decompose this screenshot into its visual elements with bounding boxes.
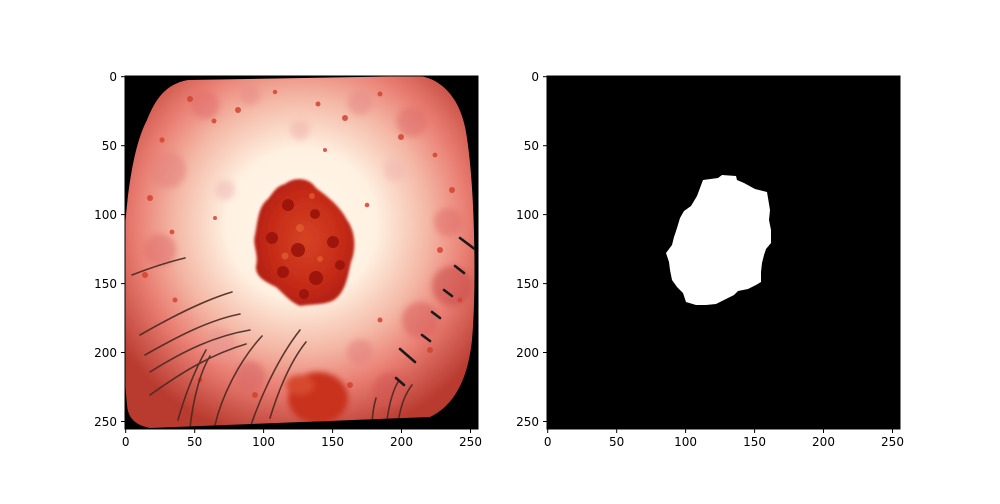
hairs <box>131 257 413 428</box>
left-y-tick-label: 200 <box>94 346 117 360</box>
mask-lesion-region <box>666 175 771 305</box>
skin-mottling <box>144 85 472 407</box>
dermoscopy-image <box>125 76 478 429</box>
lesion <box>254 179 355 306</box>
lower-red-blotch <box>286 372 348 424</box>
right-panel: 0 50 100 150 200 250 0 50 100 150 200 25… <box>516 70 904 449</box>
left-x-tick-label: 250 <box>459 435 482 449</box>
right-y-tick-marks <box>543 76 547 422</box>
left-y-tick-label: 250 <box>94 415 117 429</box>
right-x-tick-labels: 0 50 100 150 200 250 <box>544 435 904 449</box>
left-x-tick-label: 150 <box>321 435 344 449</box>
left-y-tick-marks <box>121 76 125 422</box>
left-axes-frame <box>124 75 479 430</box>
right-y-tick-label: 250 <box>516 415 539 429</box>
lesion-light-spots <box>281 193 323 262</box>
right-y-tick-label: 0 <box>531 70 539 84</box>
left-panel: 0 50 100 150 200 250 0 50 100 150 200 25… <box>94 70 482 449</box>
skin-dots <box>142 89 463 413</box>
left-y-tick-label: 0 <box>109 70 117 84</box>
left-x-tick-label: 50 <box>187 435 202 449</box>
left-x-tick-label: 100 <box>252 435 275 449</box>
right-y-tick-label: 100 <box>516 208 539 222</box>
left-x-tick-labels: 0 50 100 150 200 250 <box>122 435 482 449</box>
pen-marks <box>394 236 475 387</box>
right-x-tick-marks <box>547 429 893 433</box>
left-y-tick-label: 50 <box>102 139 117 153</box>
right-axes-frame <box>546 75 901 430</box>
left-x-tick-label: 200 <box>390 435 413 449</box>
right-x-tick-label: 150 <box>743 435 766 449</box>
left-y-tick-label: 150 <box>94 277 117 291</box>
right-y-tick-labels: 0 50 100 150 200 250 <box>516 70 539 429</box>
right-x-tick-label: 200 <box>812 435 835 449</box>
right-y-tick-label: 200 <box>516 346 539 360</box>
right-x-tick-label: 250 <box>881 435 904 449</box>
lesion-dark-clods <box>266 199 345 299</box>
left-x-tick-label: 0 <box>122 435 130 449</box>
right-x-tick-label: 100 <box>674 435 697 449</box>
right-x-tick-label: 50 <box>609 435 624 449</box>
right-x-tick-label: 0 <box>544 435 552 449</box>
left-x-tick-marks <box>125 429 471 433</box>
right-y-tick-label: 150 <box>516 277 539 291</box>
left-y-tick-labels: 0 50 100 150 200 250 <box>94 70 117 429</box>
skin-area <box>125 76 475 428</box>
left-y-tick-label: 100 <box>94 208 117 222</box>
right-y-tick-label: 50 <box>524 139 539 153</box>
